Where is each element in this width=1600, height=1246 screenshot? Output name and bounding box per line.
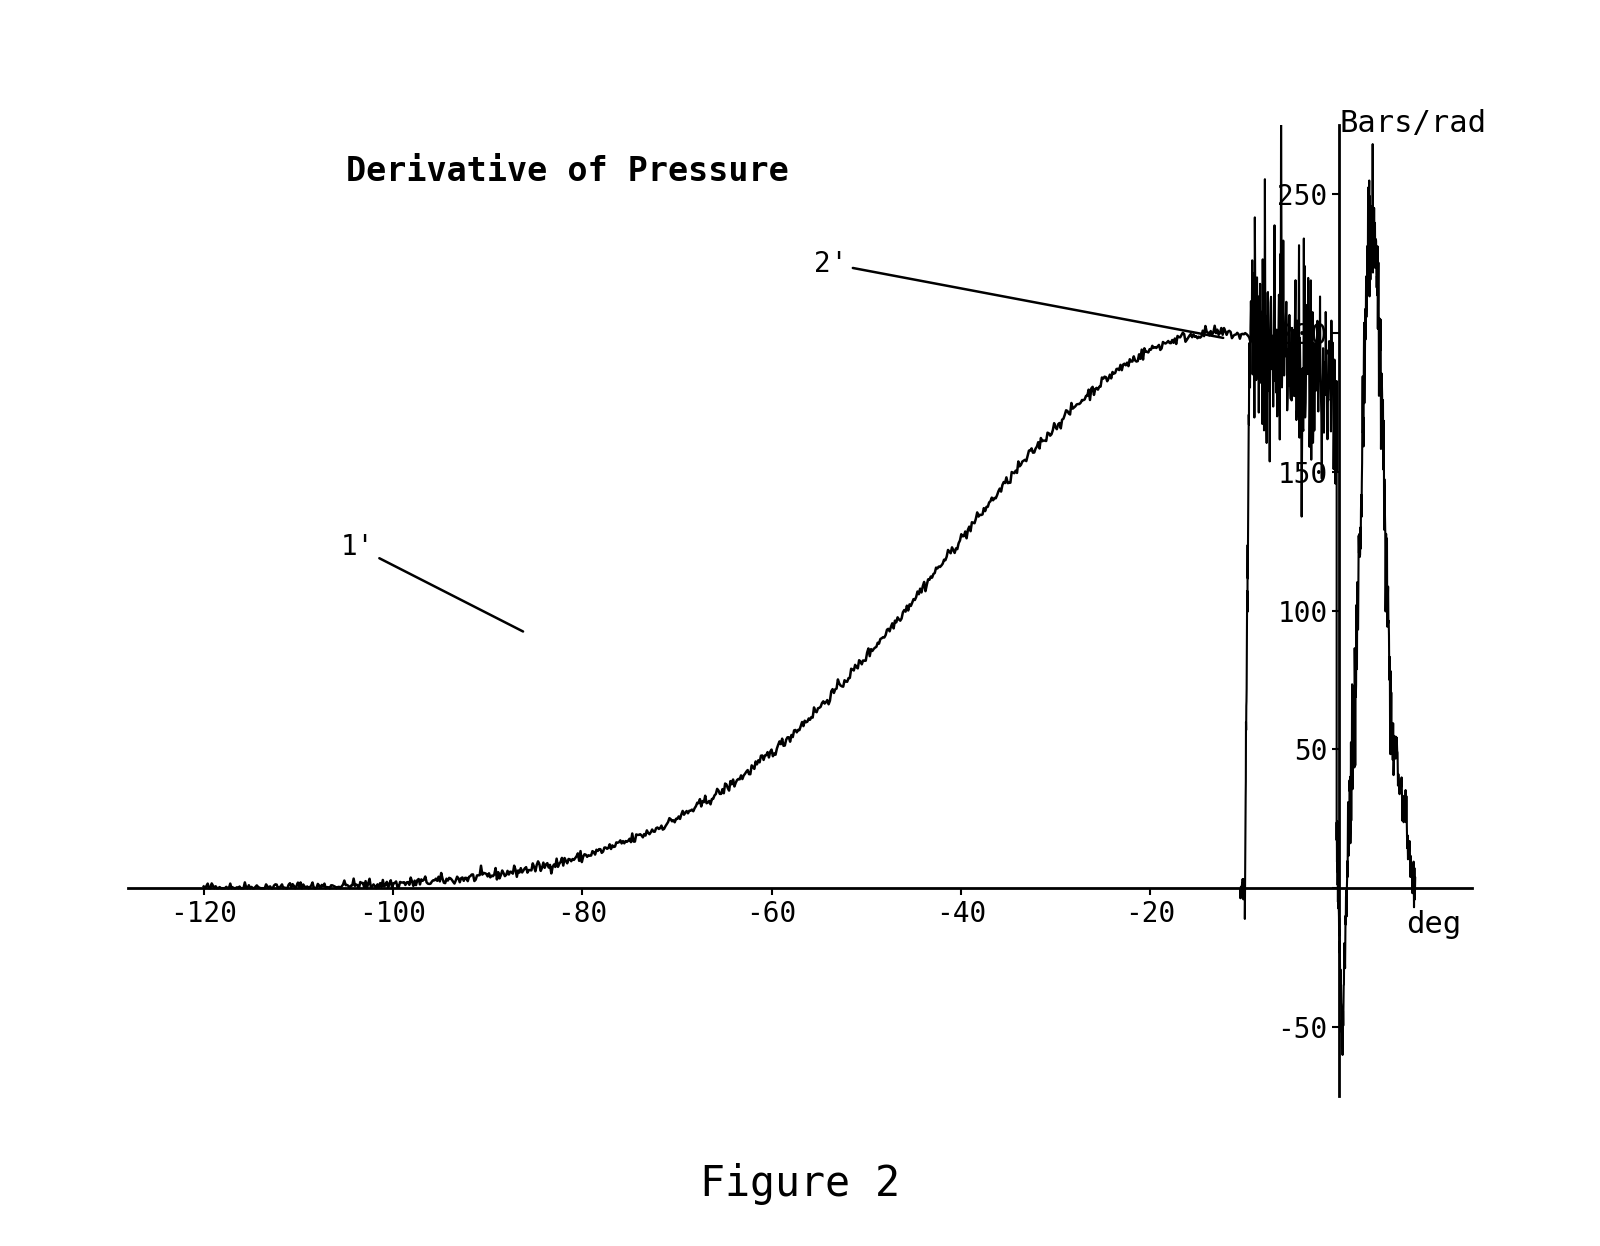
Text: 1': 1' <box>341 533 523 632</box>
Text: 2': 2' <box>814 249 1222 338</box>
Text: Derivative of Pressure: Derivative of Pressure <box>346 156 789 188</box>
Text: deg: deg <box>1406 911 1462 939</box>
Text: Bars/rad: Bars/rad <box>1339 110 1486 138</box>
Text: Figure 2: Figure 2 <box>701 1164 899 1205</box>
